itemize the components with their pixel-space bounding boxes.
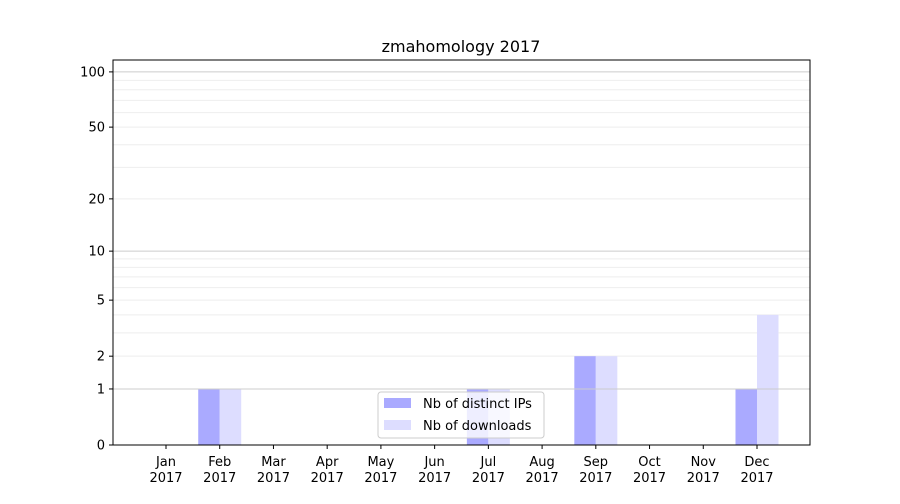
x-tick-label-year: 2017 [149, 471, 182, 486]
legend-label-ips: Nb of distinct IPs [423, 397, 532, 412]
chart-title: zmahomology 2017 [382, 37, 541, 56]
x-tick-label-month: Apr [316, 455, 339, 470]
legend: Nb of distinct IPs Nb of downloads [377, 391, 545, 439]
x-tick-label-month: Jul [480, 455, 497, 470]
x-tick-label-month: Jan [155, 455, 176, 470]
x-tick-label-year: 2017 [418, 471, 451, 486]
x-tick-label-month: May [367, 455, 394, 470]
x-tick-label-year: 2017 [472, 471, 505, 486]
y-tick-label: 10 [88, 245, 105, 260]
y-tick-label: 50 [88, 121, 105, 136]
bar-distinct-ips [574, 356, 596, 445]
x-tick-label-month: Oct [638, 455, 660, 470]
y-tick-label: 2 [97, 350, 105, 365]
y-axis: 0 1 2 5 10 20 50 100 [80, 65, 113, 454]
x-tick-label-year: 2017 [203, 471, 236, 486]
x-tick-label-year: 2017 [740, 471, 773, 486]
legend-swatch-ips [384, 398, 411, 408]
x-tick-label-month: Dec [744, 455, 769, 470]
y-tick-label: 20 [88, 192, 105, 207]
x-tick-label-month: Aug [529, 455, 554, 470]
bar-distinct-ips [198, 388, 220, 445]
legend-frame [377, 391, 545, 439]
x-axis: Jan2017Feb2017Mar2017Apr2017May2017Jun20… [149, 445, 774, 486]
legend-swatch-downloads [384, 420, 411, 430]
y-tick-label: 100 [80, 65, 105, 80]
x-tick-label-year: 2017 [526, 471, 559, 486]
x-tick-label-month: Mar [261, 455, 286, 470]
grid [113, 79, 810, 357]
x-tick-label-year: 2017 [687, 471, 720, 486]
y-tick-label: 0 [97, 439, 105, 454]
x-tick-label-year: 2017 [257, 471, 290, 486]
bar-downloads [219, 388, 242, 445]
axes-frame [112, 59, 811, 446]
grid-major [113, 71, 810, 390]
x-tick-label-year: 2017 [633, 471, 666, 486]
x-tick-label-year: 2017 [579, 471, 612, 486]
legend-label-downloads: Nb of downloads [423, 419, 532, 434]
x-tick-label-month: Jun [423, 455, 444, 470]
x-tick-label-month: Nov [691, 455, 717, 470]
bar-downloads [595, 356, 618, 445]
x-tick-label-month: Sep [584, 455, 609, 470]
x-tick-label-month: Feb [208, 455, 231, 470]
y-tick-label: 5 [97, 294, 105, 309]
bar-distinct-ips [735, 388, 757, 445]
x-tick-label-year: 2017 [311, 471, 344, 486]
y-tick-label: 1 [97, 382, 105, 397]
x-tick-label-year: 2017 [364, 471, 397, 486]
bar-downloads [757, 314, 779, 445]
